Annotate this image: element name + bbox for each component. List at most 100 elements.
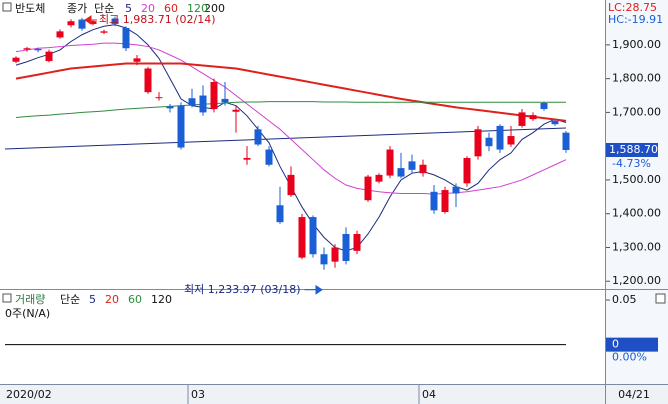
panel-title: 반도체 [15,2,45,15]
candle-body [408,161,416,170]
candle-body [122,27,130,49]
candle-body [276,205,284,223]
menu-icon[interactable] [2,2,12,12]
legend-item: 200 [204,2,225,15]
candle-body [441,190,449,213]
last-price-label: 1,588.70 [609,143,658,156]
candle-body [133,58,141,62]
candle-body [232,109,240,112]
candle-body [364,176,372,201]
ma-line [15,42,567,195]
ma-kind: 단순 [94,2,114,15]
legend-item: 5 [125,2,132,15]
candle-body [540,102,548,110]
y-tick-label: 0.05 [612,293,637,306]
menu-icon[interactable] [655,293,666,304]
y-tick-label: 1,300.00 [612,240,661,253]
candle-body [199,95,207,113]
trend-line [4,127,567,150]
candle-body [309,217,317,255]
max-arrow [84,15,97,25]
min-arrow [304,284,323,295]
x-tick-label: 03 [191,388,205,401]
legend-item: 20 [141,2,155,15]
candle-body [529,115,537,120]
candle-body [155,97,163,99]
candle-body [23,48,31,50]
panel-title: 거래량 [15,293,45,306]
candle-body [452,186,460,194]
candle-body [397,168,405,177]
candle-body [34,48,42,51]
y-tick-label: 1,700.00 [612,105,661,118]
legend-item: 5 [89,293,96,306]
lc-label: LC:28.75 [608,1,657,14]
candle-body [430,191,438,211]
candle-body [265,149,273,165]
y-tick-label: 1,500.00 [612,173,661,186]
y-tick-label: 1,200.00 [612,274,661,287]
candle-body [287,174,295,196]
candle-body [100,31,108,33]
candle-body [254,129,262,145]
y-tick-label: 1,400.00 [612,207,661,220]
last-volume-box [606,337,658,352]
candle-body [45,51,53,62]
candle-body [485,137,493,147]
candle-body [386,149,394,176]
y-tick-label: 0 [612,338,619,351]
x-tick-label: 04 [422,388,436,401]
y-tick-label: 1,800.00 [612,72,661,85]
menu-icon[interactable] [2,293,12,303]
date-axis-panel [0,385,668,404]
candle-body [320,254,328,265]
candle-body [67,21,75,26]
candle-body [56,31,64,38]
candle-body [166,106,174,109]
legend-item: 20 [105,293,119,306]
candle-body [210,82,218,110]
candle-body [353,233,361,251]
candle-body [111,18,119,24]
last-change-label: 0.00% [612,351,647,364]
candle-body [188,98,196,106]
ma-source: 종가 [67,2,87,15]
ma-line [15,101,566,118]
candle-body [507,136,515,145]
legend-item: 120 [151,293,172,306]
last-change-label: -4.73% [612,157,651,170]
candle-body [375,174,383,182]
volume-subtitle: 0주(N/A) [5,307,50,320]
candle-body [518,112,526,126]
candle-body [331,247,339,262]
max-label: 최고 1,983.71 (02/14) [99,13,216,26]
candle-body [298,217,306,258]
ma-kind: 단순 [60,293,80,306]
candle-body [243,157,251,160]
last-date: 04/21 [618,388,650,401]
candle-body [496,125,504,150]
candle-body [342,233,350,261]
candle-body [177,105,185,148]
candle-body [89,21,97,24]
candle-body [463,157,471,184]
candle-body [474,129,482,157]
candle-body [12,57,20,62]
legend-item: 120 [187,2,208,15]
candle-body [78,19,86,29]
candle-body [562,132,570,150]
x-tick-label: 2020/02 [6,388,52,401]
legend-item: 60 [164,2,178,15]
last-price-box [606,142,658,157]
min-label: 최저 1,233.97 (03/18) [184,283,301,296]
y-tick-label: 1,900.00 [612,38,661,51]
candle-body [551,120,559,125]
legend-item: 60 [128,293,142,306]
ma-line [15,62,567,122]
candle-body [221,98,229,103]
right-axis-panel [606,0,668,384]
hc-label: HC:-19.91 [608,13,663,26]
candle-body [144,68,152,93]
